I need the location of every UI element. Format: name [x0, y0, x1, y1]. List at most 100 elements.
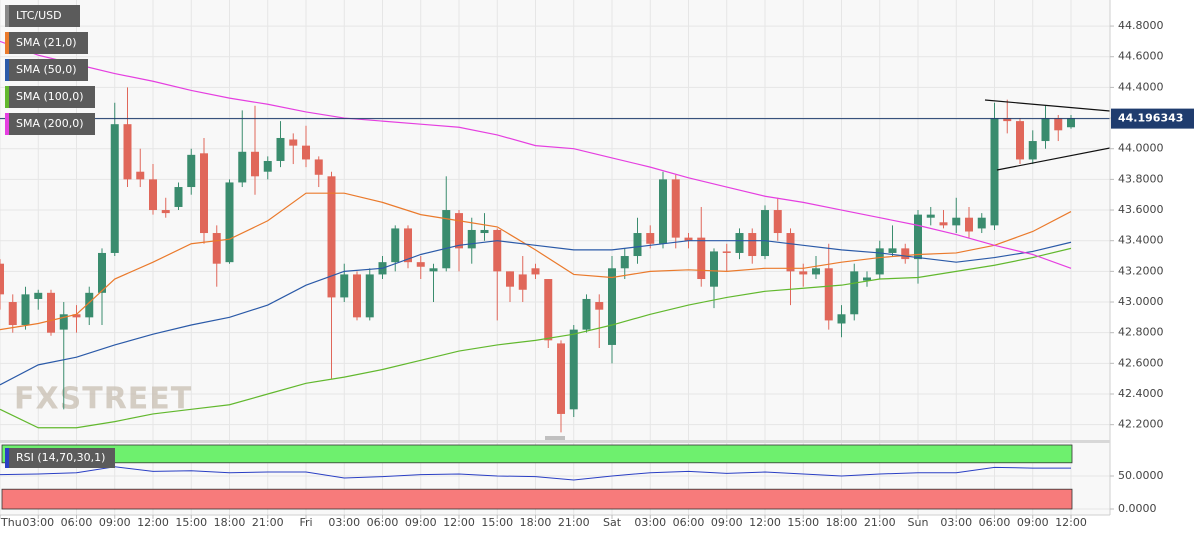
- candle-body: [837, 314, 846, 324]
- candle-body: [442, 210, 451, 269]
- x-tick-label: 15:00: [481, 516, 513, 529]
- candle-body: [518, 274, 527, 290]
- x-tick-label: 21:00: [558, 516, 590, 529]
- legend-label: SMA (200,0): [16, 117, 84, 130]
- candle-body: [710, 251, 718, 287]
- candle-body: [1041, 118, 1050, 142]
- candle-body: [365, 274, 374, 318]
- candle-body: [863, 277, 871, 281]
- legend-box[interactable]: [5, 448, 115, 468]
- legend-label: SMA (100,0): [16, 90, 84, 103]
- candle-body: [200, 153, 208, 234]
- x-tick-label: 09:00: [1017, 516, 1049, 529]
- legend-swatch: [5, 59, 9, 81]
- candle-body: [1054, 118, 1063, 131]
- candle-body: [812, 268, 820, 275]
- candle-body: [595, 302, 604, 310]
- y-tick-label: 44.0000: [1118, 142, 1164, 155]
- trendline-lower: [996, 147, 1110, 171]
- watermark: FXSTREET: [14, 382, 192, 417]
- candle-body: [8, 302, 17, 326]
- candle-body: [123, 124, 132, 180]
- legend: LTC/USD SMA (21,0) SMA (50,0) SMA (100,0) SM…: [5, 5, 115, 468]
- legend-swatch: [5, 86, 9, 108]
- candle-body: [773, 210, 782, 234]
- rsi-panel: [0, 444, 1073, 510]
- x-tick-label: 03:00: [940, 516, 972, 529]
- candle-body: [875, 248, 884, 275]
- y-tick-label: 43.6000: [1118, 203, 1164, 216]
- x-tick-label: 06:00: [979, 516, 1011, 529]
- candle-body: [1003, 118, 1012, 122]
- x-tick-label: Thu: [0, 516, 22, 529]
- legend-label: SMA (21,0): [16, 36, 77, 49]
- legend-box[interactable]: [5, 113, 95, 135]
- x-tick-label: 12:00: [1055, 516, 1087, 529]
- candle-body: [238, 151, 247, 183]
- candle-body: [1028, 141, 1037, 160]
- candle-body: [72, 314, 81, 318]
- axes: 42.2000 42.4000 42.6000 42.8000 43.0000 43.20…: [0, 19, 1194, 529]
- x-tick-label: 06:00: [61, 516, 93, 529]
- candle-body: [340, 274, 349, 298]
- sma-line: [0, 192, 1072, 331]
- candle-body: [990, 118, 999, 226]
- rsi-line: [0, 466, 1071, 481]
- x-tick-label: 03:00: [22, 516, 54, 529]
- y-tick-label: 43.2000: [1118, 264, 1164, 277]
- candle-body: [289, 139, 298, 146]
- candle-body: [620, 256, 629, 269]
- y-tick-label: 42.6000: [1118, 356, 1164, 369]
- y-tick-label: 0.0000: [1118, 502, 1157, 515]
- candle-body: [34, 292, 43, 299]
- candle-body: [697, 237, 706, 280]
- candle-body: [786, 233, 795, 272]
- x-tick-label: 12:00: [749, 516, 781, 529]
- candle-body: [544, 279, 553, 341]
- triangle-pattern: [984, 99, 1110, 171]
- candle-body: [391, 228, 400, 263]
- candle-body: [467, 229, 476, 249]
- y-tick-label: 42.2000: [1118, 418, 1164, 431]
- x-tick-label: Sun: [908, 516, 929, 529]
- candle-body: [531, 268, 540, 275]
- x-tick-label: 21:00: [252, 516, 284, 529]
- last-price-box: [1111, 108, 1194, 129]
- candle-body: [850, 271, 859, 315]
- candle-body: [85, 292, 94, 318]
- candle-body: [404, 228, 412, 263]
- legend-swatch: [5, 448, 9, 468]
- legend-box[interactable]: [5, 5, 80, 27]
- candle-body: [748, 233, 757, 257]
- main-plot-background: [0, 0, 1110, 440]
- candle-body: [0, 263, 4, 295]
- candle-body: [174, 187, 183, 207]
- candle-body: [888, 248, 897, 253]
- candle-body: [901, 248, 910, 260]
- x-tick-label: Fri: [299, 516, 312, 529]
- y-tick-label: 50.0000: [1118, 469, 1164, 482]
- x-tick-label: 15:00: [175, 516, 207, 529]
- candle-body: [824, 268, 833, 321]
- candle-body: [251, 151, 259, 177]
- x-tick-label: 06:00: [367, 516, 399, 529]
- candle-body: [416, 262, 425, 267]
- candle-body: [21, 294, 30, 326]
- candle-body: [493, 229, 502, 272]
- candle-body: [161, 210, 170, 214]
- candle-body: [327, 176, 336, 298]
- grid: [0, 0, 1110, 515]
- candle-body: [225, 182, 234, 263]
- candle-body: [314, 159, 323, 175]
- candle-body: [506, 271, 514, 287]
- legend-box[interactable]: [5, 32, 88, 54]
- x-tick-label: 09:00: [99, 516, 131, 529]
- legend-box[interactable]: [5, 86, 95, 108]
- candle-body: [187, 154, 196, 188]
- candle-body: [302, 145, 310, 160]
- legend-box[interactable]: [5, 59, 88, 81]
- candle-body: [569, 329, 578, 410]
- x-tick-label: 18:00: [214, 516, 246, 529]
- candle-body: [59, 314, 68, 330]
- y-tick-label: 42.4000: [1118, 387, 1164, 400]
